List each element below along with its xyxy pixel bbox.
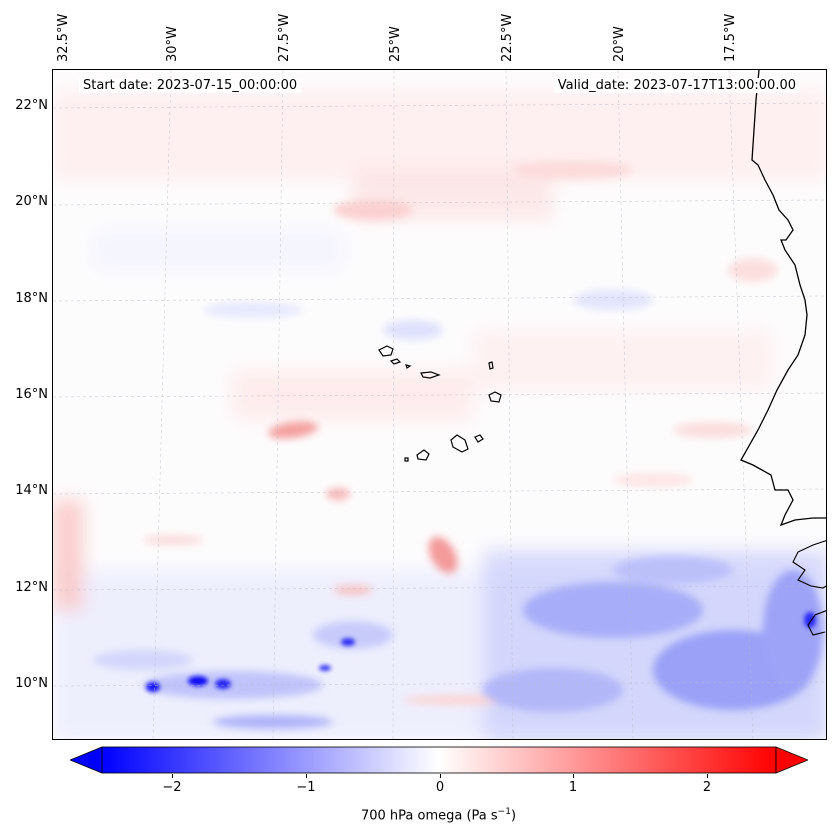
lat-label-22n: 22°N bbox=[15, 98, 48, 113]
cb-tick-neg2: −2 bbox=[162, 780, 182, 795]
african-coastline-south bbox=[792, 540, 826, 636]
start-date-label: Start date: 2023-07-15_00:00:00 bbox=[79, 78, 302, 93]
cape-verde-islands bbox=[378, 345, 502, 462]
cb-tickmark-neg2 bbox=[172, 774, 173, 778]
lat-label-12n: 12°N bbox=[15, 580, 48, 595]
lon-label-25w: 25°W bbox=[388, 26, 403, 62]
colorbar-label: 700 hPa omega (Pa s−1) bbox=[0, 807, 837, 823]
lat-label-16n: 16°N bbox=[15, 387, 48, 402]
cb-tickmark-neg1 bbox=[306, 774, 307, 778]
omega-features-layer bbox=[93, 161, 823, 729]
omega-colorbar bbox=[70, 746, 808, 774]
african-coastline bbox=[740, 70, 826, 527]
cb-tick-neg1: −1 bbox=[296, 780, 316, 795]
omega-field-map bbox=[53, 70, 826, 739]
cb-tick-2: 2 bbox=[702, 780, 712, 795]
colorbar-extend-low bbox=[70, 746, 103, 774]
graticule bbox=[53, 70, 826, 739]
colorbar-body bbox=[101, 746, 777, 774]
colorbar-label-sup: −1 bbox=[497, 807, 511, 817]
lat-label-18n: 18°N bbox=[15, 291, 48, 306]
strong-ascent-cores bbox=[146, 612, 816, 692]
cb-tick-0: 0 bbox=[435, 780, 445, 795]
cb-tickmark-0 bbox=[440, 774, 441, 778]
map-panel: Start date: 2023-07-15_00:00:00 Valid_da… bbox=[52, 69, 827, 740]
lon-label-17-5w: 17.5°W bbox=[723, 13, 738, 62]
colorbar-label-end: ) bbox=[510, 808, 517, 824]
lat-label-20n: 20°N bbox=[15, 194, 48, 209]
colorbar-extend-high bbox=[775, 746, 808, 774]
cb-tickmark-2 bbox=[707, 774, 708, 778]
cb-tick-1: 1 bbox=[568, 780, 578, 795]
colorbar-label-main: 700 hPa omega (Pa s bbox=[360, 808, 498, 824]
lon-label-32-5w: 32.5°W bbox=[56, 13, 71, 62]
lon-label-20w: 20°W bbox=[612, 26, 627, 62]
lon-label-22-5w: 22.5°W bbox=[500, 13, 515, 62]
cb-tickmark-1 bbox=[573, 774, 574, 778]
valid-date-label: Valid_date: 2023-07-17T13:00:00.00 bbox=[553, 78, 800, 93]
lon-label-30w: 30°W bbox=[165, 26, 180, 62]
lat-label-10n: 10°N bbox=[15, 676, 48, 691]
lon-label-27-5w: 27.5°W bbox=[277, 13, 292, 62]
lat-label-14n: 14°N bbox=[15, 483, 48, 498]
